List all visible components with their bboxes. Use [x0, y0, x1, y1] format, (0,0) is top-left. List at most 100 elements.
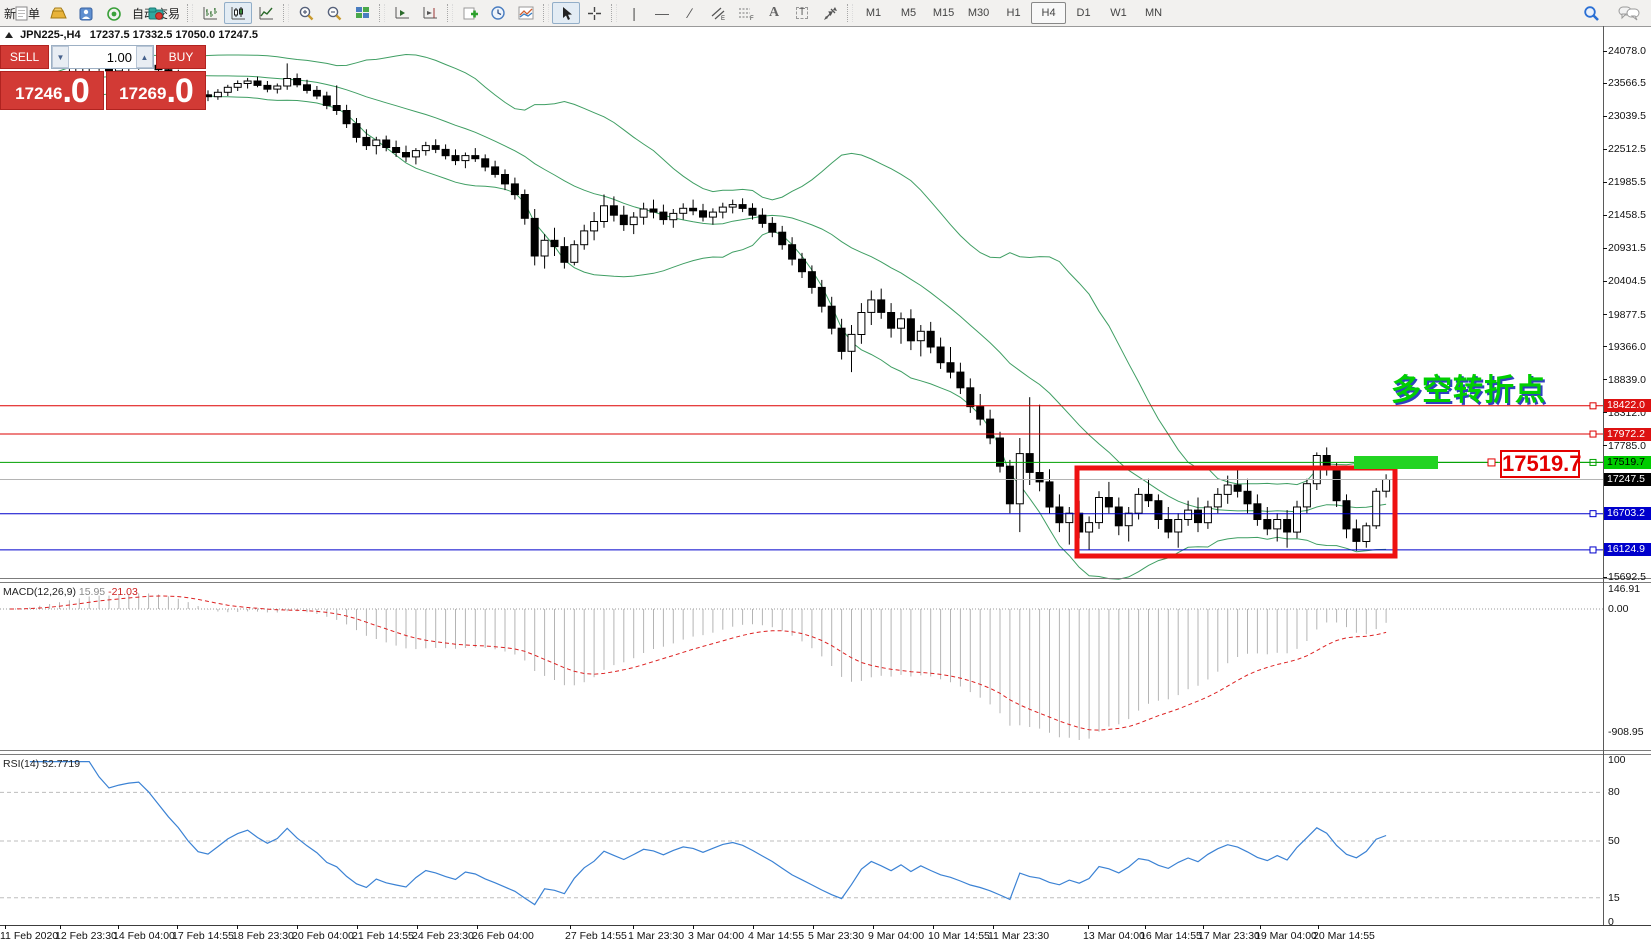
time-tick-mark: [693, 925, 694, 929]
time-tick-label: 16 Mar 14:55: [1140, 930, 1202, 942]
time-tick-label: 4 Mar 14:55: [748, 930, 805, 942]
label-tool-button[interactable]: T: [788, 2, 816, 24]
timeframe-m5[interactable]: M5: [900, 7, 917, 19]
timeframe-m30[interactable]: M30: [967, 7, 990, 19]
time-tick-label: 14 Feb 04:00: [113, 930, 175, 942]
range-box-annotation[interactable]: [1074, 465, 1398, 559]
time-tick-mark: [1260, 925, 1261, 929]
buy-price-main: 17269: [119, 84, 167, 103]
price-badge: 16703.2: [1604, 507, 1651, 521]
zoom-in-button[interactable]: [292, 2, 320, 24]
indicators-button[interactable]: ▼: [456, 2, 484, 24]
auto-trading-icon: [148, 7, 164, 20]
fibonacci-tool-button[interactable]: F: [732, 2, 760, 24]
account-button[interactable]: [72, 2, 100, 24]
candlestick-chart-button[interactable]: [224, 2, 253, 24]
chart-shift-button[interactable]: [416, 2, 444, 24]
bar-chart-button[interactable]: [196, 2, 224, 24]
equidistant-channel-icon: E: [711, 7, 725, 21]
rsi-name: RSI(14): [3, 758, 40, 770]
price-tick-label: 19366.0: [1608, 340, 1646, 353]
chart-header: JPN225-,H4 17237.5 17332.5 17050.0 17247…: [5, 29, 258, 41]
timeframe-d1[interactable]: D1: [1076, 7, 1091, 19]
chat-button[interactable]: [1615, 2, 1643, 24]
pane-divider[interactable]: [0, 750, 1651, 751]
time-tick-label: 11 Feb 2020: [0, 930, 59, 942]
signals-button[interactable]: [100, 2, 128, 24]
buy-button[interactable]: BUY: [156, 45, 206, 69]
price-tick-label: 17785.0: [1608, 439, 1646, 452]
price-tick-mark: [1603, 346, 1607, 348]
search-button[interactable]: [1577, 2, 1605, 24]
main-chart[interactable]: [0, 26, 1603, 580]
time-tick-mark: [873, 925, 874, 929]
callout-connector: [1438, 458, 1603, 467]
candlestick-chart-icon: [231, 7, 245, 20]
toolbar-grip: [611, 4, 618, 22]
sell-price-display[interactable]: 17246 .0: [0, 71, 104, 110]
toolbar-right-group: [1577, 2, 1643, 24]
rsi-axis-label: 80: [1608, 786, 1620, 799]
price-callout-label[interactable]: 17519.7: [1500, 450, 1582, 478]
text-tool-button[interactable]: A: [760, 2, 788, 24]
auto-scroll-button[interactable]: [388, 2, 416, 24]
volume-input[interactable]: [69, 46, 136, 68]
channel-tool-button[interactable]: E: [704, 2, 732, 24]
cursor-icon: [562, 6, 572, 20]
arrows-tool-button[interactable]: ▼: [816, 2, 844, 24]
toolbar-grip: [379, 4, 386, 22]
line-chart-button[interactable]: [252, 2, 280, 24]
rsi-pane[interactable]: [0, 756, 1651, 923]
timeframe-h4[interactable]: H4: [1031, 2, 1067, 24]
templates-button[interactable]: ▼: [512, 2, 540, 24]
signal-icon: [107, 6, 121, 21]
toolbar-grip: [283, 4, 290, 22]
sell-price-main: 17246: [15, 84, 63, 103]
price-tick-mark: [1603, 148, 1607, 150]
horizontal-line-tool-button[interactable]: —: [648, 2, 676, 24]
turning-point-annotation[interactable]: 多空转折点: [1391, 374, 1546, 407]
price-tick-label: 23039.5: [1608, 110, 1646, 123]
crosshair-tool-button[interactable]: [580, 2, 608, 24]
new-order-button[interactable]: 新订单: [0, 2, 44, 24]
macd-histogram: [19, 593, 1387, 740]
periods-button[interactable]: ▼: [484, 2, 512, 24]
buy-price-display[interactable]: 17269 .0: [106, 71, 206, 110]
text-tool-icon: A: [768, 5, 780, 20]
time-tick-label: 26 Feb 04:00: [472, 930, 534, 942]
trendline-tool-button[interactable]: ∕: [676, 2, 704, 24]
green-bar-annotation[interactable]: [1354, 456, 1438, 469]
deposit-button[interactable]: [44, 2, 72, 24]
timeframe-h1[interactable]: H1: [1006, 7, 1021, 19]
tile-windows-button[interactable]: [348, 2, 376, 24]
timeframe-w1[interactable]: W1: [1110, 7, 1127, 19]
cursor-tool-button[interactable]: [552, 2, 581, 24]
timeframe-m15[interactable]: M15: [932, 7, 955, 19]
time-tick-label: 17 Feb 14:55: [172, 930, 234, 942]
zoom-out-button[interactable]: [320, 2, 348, 24]
rsi-line: [29, 760, 1387, 906]
time-tick-label: 10 Mar 14:55: [928, 930, 990, 942]
toolbar-grip: [187, 4, 194, 22]
pane-divider[interactable]: [0, 582, 1651, 583]
volume-decrease-button[interactable]: ▼: [52, 46, 69, 68]
pane-divider[interactable]: [0, 578, 1651, 579]
vertical-line-tool-button[interactable]: |: [620, 2, 648, 24]
price-tick-mark: [1603, 181, 1607, 183]
timeframe-m1[interactable]: M1: [865, 7, 882, 19]
sell-button[interactable]: SELL: [0, 45, 49, 69]
auto-trading-button[interactable]: 自动交易: [128, 2, 184, 24]
volume-stepper: ▼ ▲: [51, 45, 154, 69]
price-tick-label: 21985.5: [1608, 176, 1646, 189]
price-tick-label: 22512.5: [1608, 143, 1646, 156]
price-tick-mark: [1603, 50, 1607, 52]
price-tick-mark: [1603, 314, 1607, 316]
collapse-panel-icon[interactable]: [5, 32, 13, 38]
price-tick-label: 20931.5: [1608, 242, 1646, 255]
timeframe-mn[interactable]: MN: [1144, 7, 1163, 19]
pane-divider[interactable]: [0, 754, 1651, 755]
macd-pane[interactable]: [0, 584, 1651, 748]
volume-increase-button[interactable]: ▲: [136, 46, 153, 68]
time-tick-mark: [933, 925, 934, 929]
